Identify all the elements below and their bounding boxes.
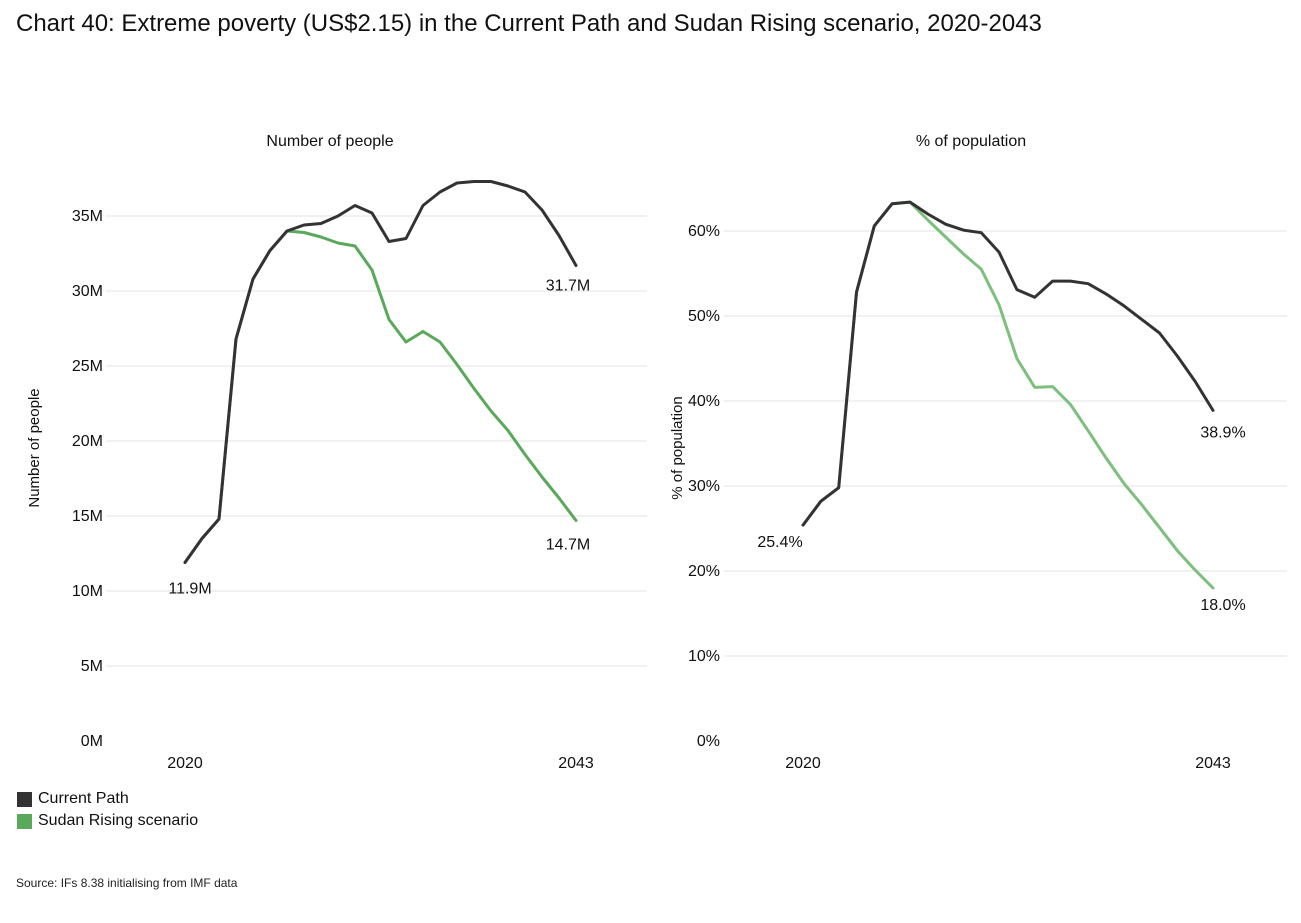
panel2-data-label: 18.0% [1200, 597, 1245, 614]
panel1-y-tick-label: 20M [72, 433, 103, 450]
source-note: Source: IFs 8.38 initialising from IMF d… [16, 876, 238, 890]
panel2-y-axis-label: % of population [669, 396, 686, 499]
legend-label-current-path: Current Path [38, 790, 129, 807]
panel1-x-tick-label: 2043 [558, 755, 594, 772]
legend-item-current-path[interactable]: Current Path [17, 788, 198, 810]
panel2-y-tick-label: 30% [688, 478, 720, 495]
panel1-y-tick-label: 35M [72, 208, 103, 225]
panel1-y-tick-label: 30M [72, 283, 103, 300]
chart-title: Chart 40: Extreme poverty (US$2.15) in t… [16, 10, 1042, 37]
panel1-y-tick-label: 15M [72, 508, 103, 525]
panel1-data-label: 11.9M [168, 581, 211, 598]
legend-item-sudan-rising[interactable]: Sudan Rising scenario [17, 810, 198, 832]
panel2-title: % of population [916, 133, 1026, 150]
panel1-y-tick-label: 5M [81, 658, 103, 675]
panel1-y-tick-label: 0M [81, 733, 103, 750]
panel1-series-line-sudan-rising [183, 229, 578, 564]
legend: Current Path Sudan Rising scenario [17, 788, 198, 832]
panel2-y-tick-label: 40% [688, 393, 720, 410]
panel1-title: Number of people [266, 133, 393, 150]
panel2-y-tick-label: 50% [688, 308, 720, 325]
panel1-x-tick-label: 2020 [167, 755, 203, 772]
panel2-y-tick-label: 0% [697, 733, 720, 750]
panel1-y-tick-label: 10M [72, 583, 103, 600]
panel1-series-line-current-path [183, 180, 578, 564]
panel2-y-tick-label: 10% [688, 648, 720, 665]
panel2-y-tick-label: 20% [688, 563, 720, 580]
panel1-data-label: 14.7M [546, 537, 590, 554]
panel2-x-tick-label: 2020 [785, 755, 821, 772]
panel2-y-tick-label: 60% [688, 223, 720, 240]
panel1-data-label: 31.7M [546, 278, 590, 295]
legend-swatch-current-path [17, 791, 32, 807]
panel2-data-label: 25.4% [757, 534, 802, 551]
panel2-data-label: 38.9% [1200, 424, 1245, 441]
panel1-y-tick-label: 25M [72, 358, 103, 375]
panel1-y-axis-label: Number of people [26, 388, 43, 507]
panel2-x-tick-label: 2043 [1195, 755, 1231, 772]
legend-label-sudan-rising: Sudan Rising scenario [38, 812, 199, 829]
legend-swatch-sudan-rising [17, 813, 32, 829]
panel2-series-line-current-path [801, 200, 1215, 527]
